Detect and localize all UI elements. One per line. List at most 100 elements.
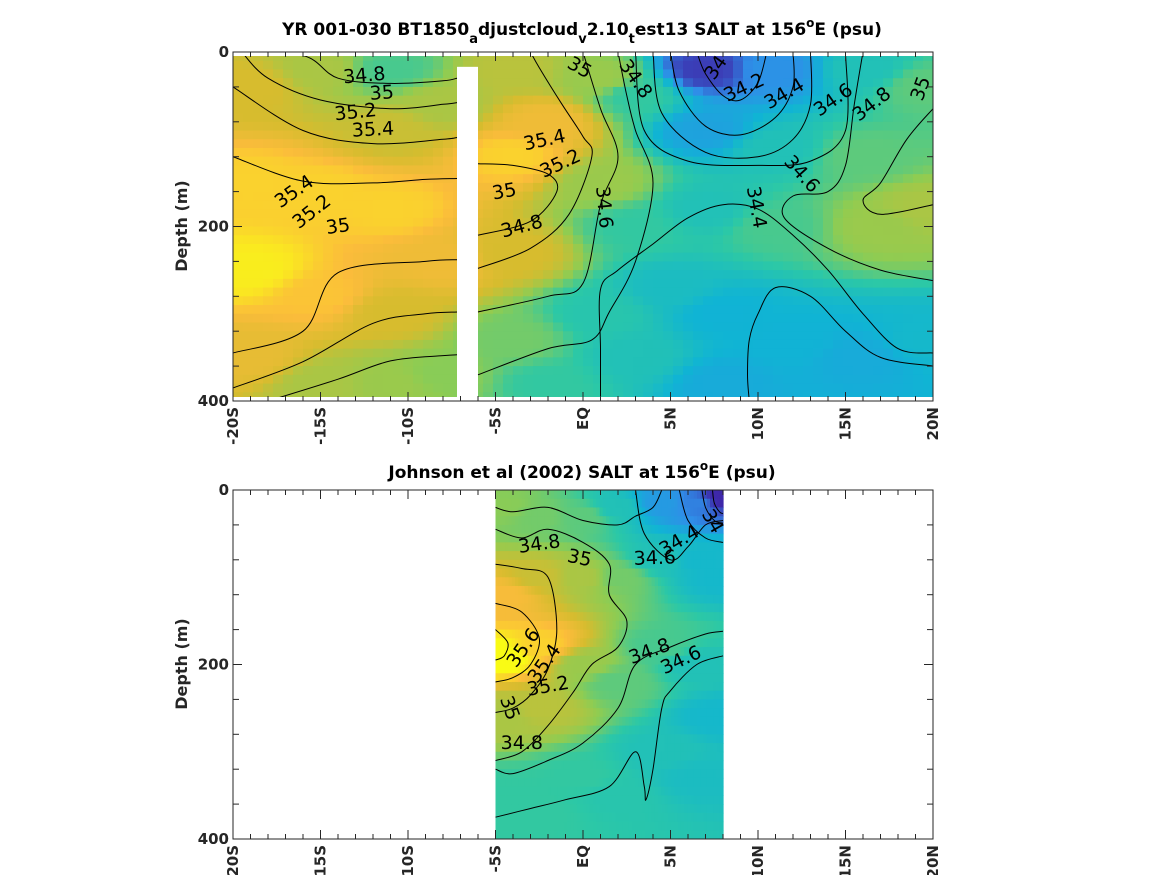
- heatmap-cell: [570, 507, 575, 517]
- heatmap-cell: [518, 769, 523, 779]
- heatmap-cell: [373, 217, 384, 228]
- heatmap-cell: [383, 174, 394, 184]
- heatmap-cell: [813, 104, 824, 114]
- heatmap-cell: [293, 139, 304, 149]
- heatmap-cell: [843, 339, 854, 350]
- heatmap-cell: [623, 56, 634, 62]
- heatmap-cell: [513, 156, 524, 167]
- heatmap-cell: [613, 121, 624, 132]
- heatmap-cell: [533, 95, 544, 105]
- heatmap-cell: [243, 296, 254, 306]
- heatmap-cell: [423, 95, 434, 105]
- heatmap-cell: [743, 243, 754, 254]
- heatmap-cell: [633, 331, 644, 341]
- heatmap-cell: [622, 681, 627, 692]
- heatmap-cell: [528, 585, 532, 596]
- heatmap-cell: [547, 577, 552, 587]
- contour-line-35.2: [233, 86, 458, 145]
- heatmap-cell: [803, 139, 814, 149]
- heatmap-cell: [743, 296, 754, 306]
- heatmap-cell: [493, 60, 504, 71]
- heatmap-cell: [793, 95, 804, 105]
- heatmap-cell: [783, 392, 794, 397]
- heatmap-cell: [443, 348, 454, 358]
- heatmap-cell: [612, 603, 617, 613]
- heatmap-cell: [628, 821, 633, 831]
- heatmap-cell: [495, 734, 500, 744]
- heatmap-cell: [619, 551, 623, 561]
- heatmap-cell: [433, 209, 444, 219]
- heatmap-cell: [673, 305, 684, 315]
- heatmap-cell: [713, 209, 724, 219]
- heatmap-cell: [622, 699, 627, 709]
- heatmap-cell: [557, 585, 562, 596]
- heatmap-cell: [863, 86, 874, 97]
- heatmap-cell: [524, 760, 529, 770]
- heatmap-cell: [583, 322, 594, 332]
- heatmap-cell: [531, 786, 536, 796]
- heatmap-cell: [645, 708, 649, 718]
- heatmap-cell: [635, 585, 640, 596]
- heatmap-cell: [773, 200, 784, 210]
- heatmap-cell: [273, 339, 284, 350]
- heatmap-cell: [863, 60, 874, 71]
- heatmap-cell: [313, 139, 324, 149]
- heatmap-cell: [563, 331, 574, 341]
- heatmap-cell: [673, 243, 684, 254]
- heatmap-cell: [638, 551, 643, 561]
- heatmap-cell: [576, 603, 581, 613]
- heatmap-cell: [495, 551, 500, 561]
- heatmap-cell: [603, 392, 614, 397]
- heatmap-cell: [576, 577, 581, 587]
- heatmap-cell: [593, 383, 604, 393]
- heatmap-cell: [583, 681, 588, 692]
- heatmap-cell: [523, 392, 534, 397]
- heatmap-cell: [534, 681, 539, 692]
- heatmap-cell: [813, 226, 824, 236]
- heatmap-cell: [612, 638, 617, 648]
- heatmap-cell: [693, 121, 704, 132]
- heatmap-cell: [622, 603, 627, 613]
- heatmap-cell: [733, 252, 744, 262]
- heatmap-cell: [653, 261, 664, 271]
- heatmap-cell: [615, 812, 620, 823]
- heatmap-cell: [654, 559, 659, 570]
- heatmap-cell: [253, 313, 264, 324]
- heatmap-cell: [606, 812, 610, 823]
- heatmap-cell: [803, 235, 814, 245]
- heatmap-cell: [534, 533, 539, 543]
- heatmap-cell: [853, 200, 864, 210]
- heatmap-cell: [560, 542, 565, 552]
- heatmap-cell: [673, 261, 684, 271]
- heatmap-cell: [537, 559, 542, 570]
- heatmap-cell: [533, 191, 544, 201]
- heatmap-cell: [651, 716, 656, 727]
- heatmap-cell: [654, 629, 659, 639]
- heatmap-cell: [531, 542, 536, 552]
- heatmap-cell: [612, 795, 617, 805]
- heatmap-cell: [622, 498, 627, 509]
- heatmap-cell: [557, 734, 562, 744]
- heatmap-cell: [583, 507, 588, 517]
- heatmap-cell: [518, 821, 523, 831]
- heatmap-cell: [523, 383, 534, 393]
- heatmap-cell: [653, 139, 664, 149]
- heatmap-cell: [763, 235, 774, 245]
- heatmap-cell: [413, 235, 424, 245]
- heatmap-cell: [253, 121, 264, 132]
- heatmap-cell: [353, 348, 364, 358]
- heatmap-cell: [333, 156, 344, 167]
- heatmap-cell: [403, 209, 414, 219]
- heatmap-cell: [433, 56, 444, 62]
- heatmap-cell: [547, 708, 552, 718]
- heatmap-cell: [553, 252, 564, 262]
- heatmap-cell: [473, 191, 484, 201]
- heatmap-cell: [433, 278, 444, 289]
- heatmap-cell: [433, 182, 444, 193]
- heatmap-cell: [619, 664, 623, 674]
- heatmap-cell: [373, 200, 384, 210]
- heatmap-cell: [533, 252, 544, 262]
- heatmap-cell: [645, 751, 649, 762]
- heatmap-cell: [513, 191, 524, 201]
- heatmap-cell: [863, 331, 874, 341]
